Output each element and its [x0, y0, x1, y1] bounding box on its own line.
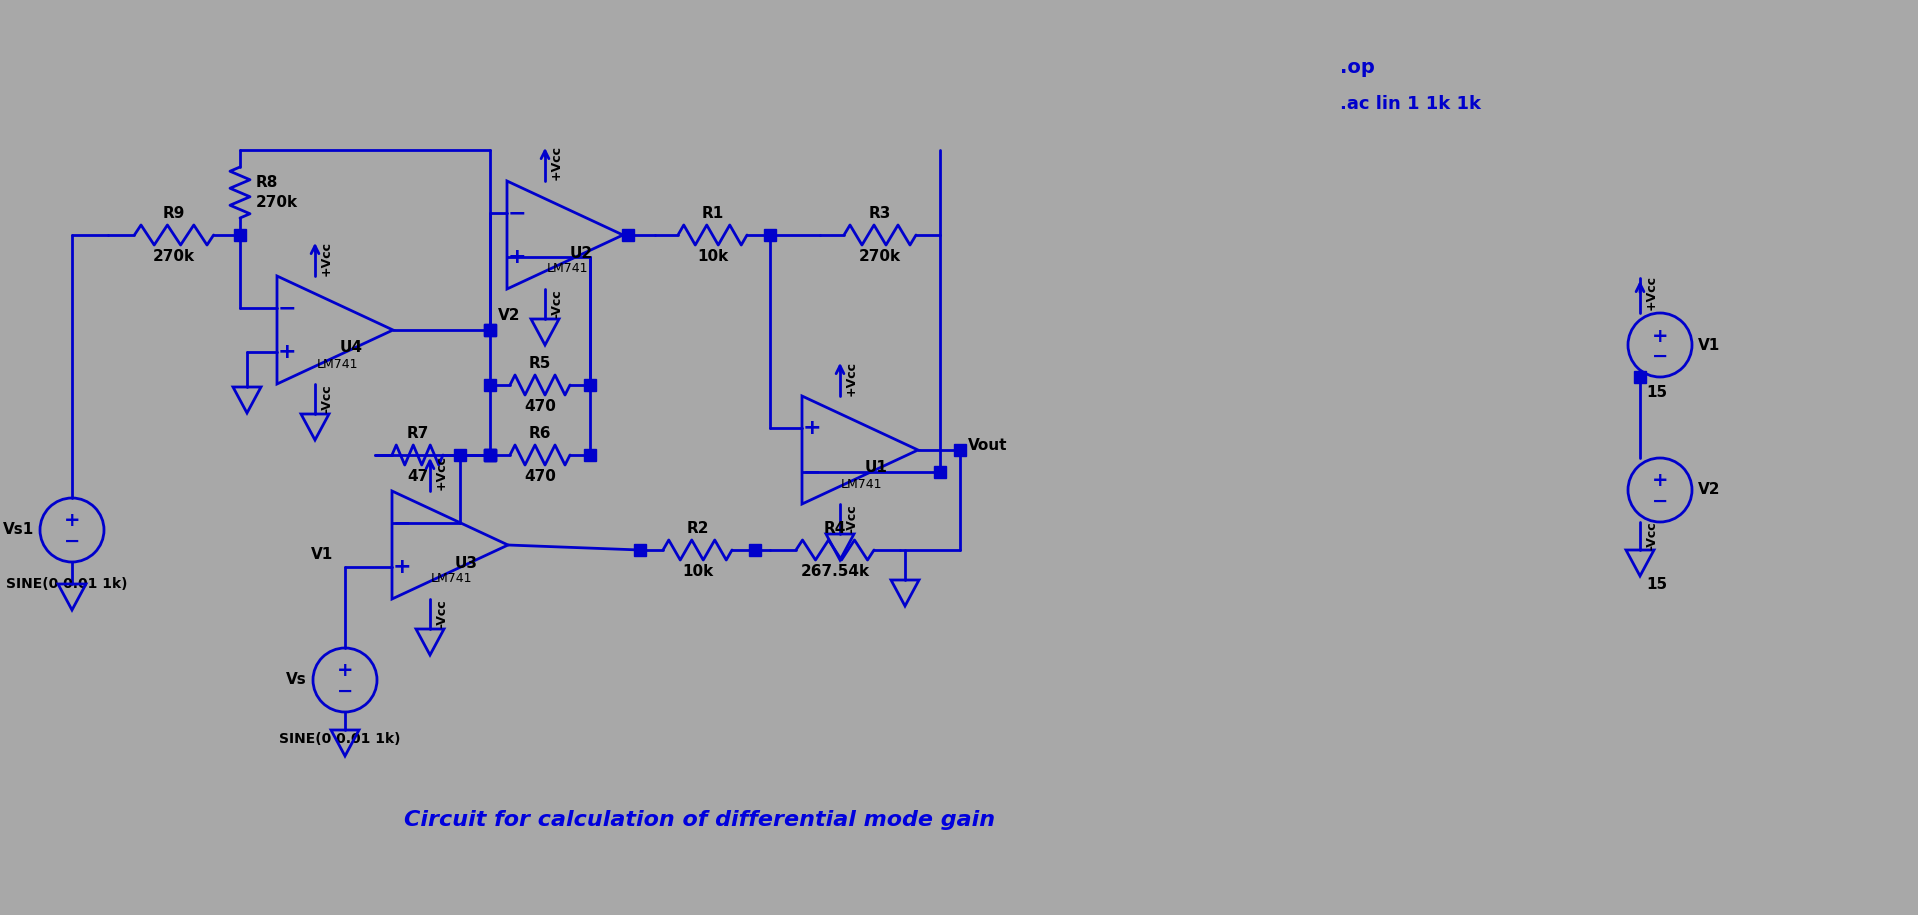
Text: LM741: LM741	[432, 573, 472, 586]
Text: V1: V1	[311, 547, 334, 562]
Text: 15: 15	[1646, 577, 1667, 592]
Text: −: −	[508, 203, 526, 223]
Text: +Vcc: +Vcc	[1646, 275, 1657, 310]
Text: R4: R4	[825, 521, 846, 536]
Text: 15: 15	[1646, 385, 1667, 400]
Text: R8: R8	[255, 175, 278, 190]
Text: +Vcc: +Vcc	[320, 241, 334, 275]
Text: V2: V2	[1697, 482, 1720, 498]
Text: V2: V2	[499, 307, 520, 322]
Text: +Vcc: +Vcc	[550, 145, 564, 180]
Text: −: −	[804, 462, 821, 482]
Text: Circuit for calculation of differential mode gain: Circuit for calculation of differential …	[405, 810, 995, 830]
Text: LM741: LM741	[316, 358, 359, 371]
Text: +: +	[1651, 471, 1669, 490]
Text: −: −	[338, 682, 353, 701]
Text: 47: 47	[407, 469, 428, 484]
Text: −: −	[1651, 347, 1669, 365]
Text: +: +	[804, 418, 821, 438]
Text: +Vcc: +Vcc	[435, 456, 449, 490]
Text: -Vcc: -Vcc	[846, 505, 857, 533]
Text: +: +	[338, 662, 353, 681]
Text: 270k: 270k	[255, 195, 297, 210]
Text: Vs1: Vs1	[2, 522, 35, 537]
Text: Vs: Vs	[286, 673, 307, 687]
Text: 10k: 10k	[696, 249, 729, 264]
Text: LM741: LM741	[842, 478, 882, 490]
Text: +: +	[508, 247, 526, 267]
Text: R9: R9	[163, 206, 186, 221]
Text: U3: U3	[455, 555, 478, 570]
Text: -Vcc: -Vcc	[1646, 522, 1657, 550]
Text: −: −	[63, 532, 81, 551]
Text: +: +	[63, 511, 81, 531]
Text: 270k: 270k	[153, 249, 196, 264]
Text: 270k: 270k	[859, 249, 901, 264]
Text: -Vcc: -Vcc	[435, 599, 449, 629]
Text: +Vcc: +Vcc	[846, 361, 857, 395]
Text: R7: R7	[407, 426, 430, 441]
Text: R2: R2	[687, 521, 710, 536]
Text: R3: R3	[869, 206, 892, 221]
Text: .op: .op	[1341, 58, 1375, 77]
Text: R1: R1	[702, 206, 723, 221]
Text: -Vcc: -Vcc	[550, 290, 564, 318]
Text: −: −	[1651, 491, 1669, 511]
Text: 470: 470	[524, 469, 556, 484]
Text: +: +	[278, 342, 295, 362]
Text: +: +	[393, 557, 410, 577]
Text: .ac lin 1 1k 1k: .ac lin 1 1k 1k	[1341, 95, 1481, 113]
Text: −: −	[393, 513, 410, 533]
Text: R5: R5	[529, 356, 550, 371]
Text: −: −	[278, 298, 295, 318]
Text: U2: U2	[570, 245, 593, 261]
Text: -Vcc: -Vcc	[320, 384, 334, 414]
Text: +: +	[1651, 327, 1669, 346]
Text: Vout: Vout	[969, 437, 1007, 453]
Text: SINE(0 0.01 1k): SINE(0 0.01 1k)	[280, 732, 401, 746]
Text: V1: V1	[1697, 338, 1720, 352]
Text: 10k: 10k	[683, 564, 713, 579]
Text: LM741: LM741	[547, 263, 587, 275]
Text: SINE(0 0.01 1k): SINE(0 0.01 1k)	[6, 577, 129, 591]
Text: 470: 470	[524, 399, 556, 414]
Text: 267.54k: 267.54k	[800, 564, 869, 579]
Text: U1: U1	[865, 460, 888, 476]
Text: U4: U4	[339, 340, 363, 356]
Text: R6: R6	[529, 426, 550, 441]
